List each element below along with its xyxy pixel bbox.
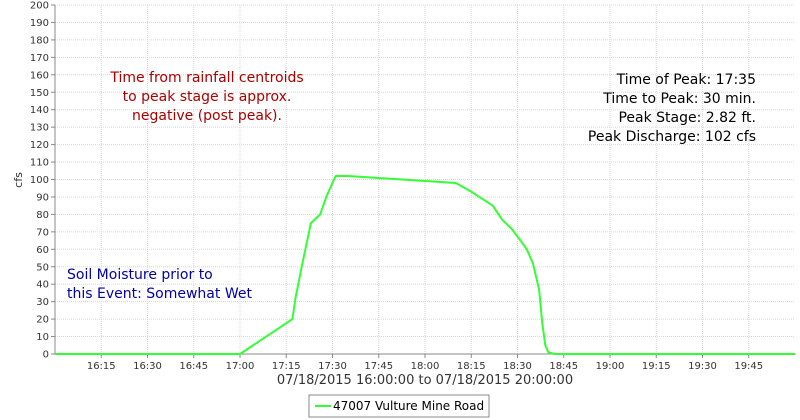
y-tick-label: 160 xyxy=(30,70,49,81)
x-tick-label: 18:30 xyxy=(503,361,532,372)
x-tick-label: 17:45 xyxy=(364,361,393,372)
x-tick-label: 19:30 xyxy=(688,361,717,372)
y-tick-label: 120 xyxy=(30,140,49,151)
series-line xyxy=(55,175,795,355)
legend-label: 47007 Vulture Mine Road xyxy=(333,399,484,413)
y-tick-label: 20 xyxy=(36,315,49,326)
x-tick-label: 19:00 xyxy=(596,361,625,372)
y-tick-label: 100 xyxy=(30,175,49,186)
blue-annotation-line: Soil Moisture prior to xyxy=(67,267,213,283)
x-tick-label: 17:15 xyxy=(272,361,301,372)
y-tick-label: 80 xyxy=(36,210,49,221)
y-tick-label: 140 xyxy=(30,105,49,116)
x-axis-label: 07/18/2015 16:00:00 to 07/18/2015 20:00:… xyxy=(277,373,573,388)
y-tick-label: 130 xyxy=(30,123,49,134)
legend-box xyxy=(308,394,490,418)
peak-annotation-line: Time to Peak: 30 min. xyxy=(602,91,756,107)
y-tick-label: 90 xyxy=(36,192,49,203)
red-annotation-line: negative (post peak). xyxy=(132,108,282,124)
y-tick-label: 170 xyxy=(30,53,49,64)
y-tick-label: 40 xyxy=(36,280,49,291)
x-tick-label: 18:00 xyxy=(411,361,440,372)
peak-annotation-line: Time of Peak: 17:35 xyxy=(616,72,756,88)
x-tick-label: 16:30 xyxy=(133,361,162,372)
y-tick-label: 30 xyxy=(36,297,49,308)
x-tick-label: 19:45 xyxy=(734,361,763,372)
peak-annotation-line: Peak Stage: 2.82 ft. xyxy=(618,110,756,126)
x-tick-label: 18:45 xyxy=(549,361,578,372)
blue-annotation-line: this Event: Somewhat Wet xyxy=(67,286,252,302)
y-tick-label: 60 xyxy=(36,245,49,256)
x-tick-label: 17:00 xyxy=(226,361,255,372)
x-tick-label: 16:15 xyxy=(87,361,116,372)
y-tick-label: 110 xyxy=(30,158,49,169)
x-tick-label: 18:15 xyxy=(457,361,486,372)
x-tick-label: 16:45 xyxy=(179,361,208,372)
y-tick-label: 150 xyxy=(30,88,49,99)
y-tick-label: 190 xyxy=(30,18,49,29)
y-tick-label: 50 xyxy=(36,262,49,273)
red-annotation-line: to peak stage is approx. xyxy=(123,89,292,105)
x-tick-label: 17:30 xyxy=(318,361,347,372)
red-annotation-line: Time from rainfall centroids xyxy=(109,70,303,86)
y-tick-label: 70 xyxy=(36,227,49,238)
y-tick-label: 180 xyxy=(30,35,49,46)
y-tick-label: 200 xyxy=(30,1,49,12)
y-tick-label: 10 xyxy=(36,332,49,343)
y-axis-label: cfs xyxy=(12,172,25,188)
peak-annotation-line: Peak Discharge: 102 cfs xyxy=(588,129,756,145)
y-tick-label: 0 xyxy=(43,350,49,361)
x-tick-label: 19:15 xyxy=(642,361,671,372)
